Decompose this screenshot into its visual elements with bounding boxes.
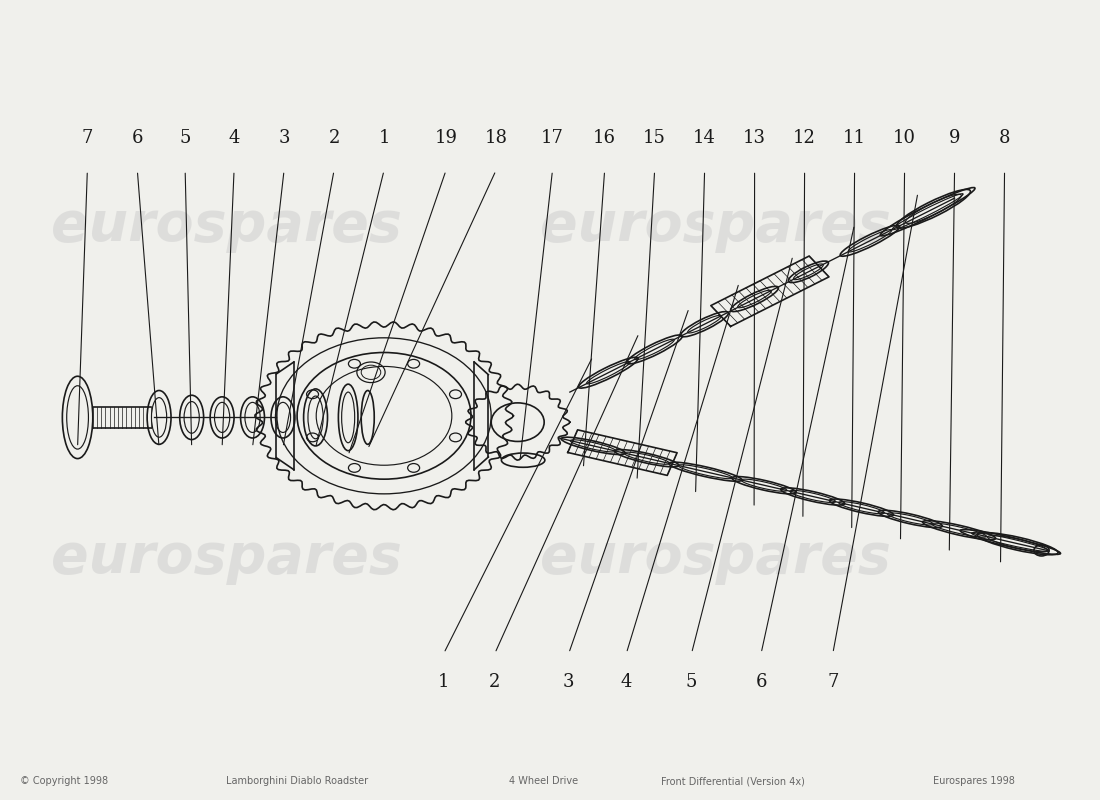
- Text: Lamborghini Diablo Roadster: Lamborghini Diablo Roadster: [227, 776, 368, 786]
- Text: 4 Wheel Drive: 4 Wheel Drive: [509, 776, 579, 786]
- Text: 6: 6: [132, 129, 143, 146]
- Text: 12: 12: [793, 129, 816, 146]
- Text: 18: 18: [484, 129, 507, 146]
- Text: 1: 1: [438, 673, 450, 691]
- Text: 14: 14: [693, 129, 716, 146]
- Text: 3: 3: [278, 129, 289, 146]
- Text: 4: 4: [229, 129, 240, 146]
- Text: 16: 16: [593, 129, 616, 146]
- Text: 19: 19: [434, 129, 458, 146]
- Text: 4: 4: [620, 673, 632, 691]
- Text: 11: 11: [843, 129, 866, 146]
- Text: 5: 5: [686, 673, 697, 691]
- Text: © Copyright 1998: © Copyright 1998: [20, 776, 108, 786]
- Text: 13: 13: [744, 129, 766, 146]
- Text: 9: 9: [949, 129, 960, 146]
- Text: 15: 15: [644, 129, 667, 146]
- Text: Eurospares 1998: Eurospares 1998: [933, 776, 1014, 786]
- Text: 5: 5: [179, 129, 190, 146]
- Text: 3: 3: [563, 673, 574, 691]
- Text: 7: 7: [827, 673, 838, 691]
- Text: 2: 2: [490, 673, 500, 691]
- Text: 7: 7: [81, 129, 94, 146]
- Text: eurospares: eurospares: [540, 531, 891, 586]
- Text: Front Differential (Version 4x): Front Differential (Version 4x): [661, 776, 805, 786]
- Text: 10: 10: [893, 129, 916, 146]
- Text: 2: 2: [328, 129, 340, 146]
- Text: 6: 6: [756, 673, 767, 691]
- Text: 17: 17: [541, 129, 564, 146]
- Text: eurospares: eurospares: [51, 199, 402, 253]
- Text: 1: 1: [378, 129, 389, 146]
- Text: 8: 8: [999, 129, 1010, 146]
- Text: eurospares: eurospares: [540, 199, 891, 253]
- Text: eurospares: eurospares: [51, 531, 402, 586]
